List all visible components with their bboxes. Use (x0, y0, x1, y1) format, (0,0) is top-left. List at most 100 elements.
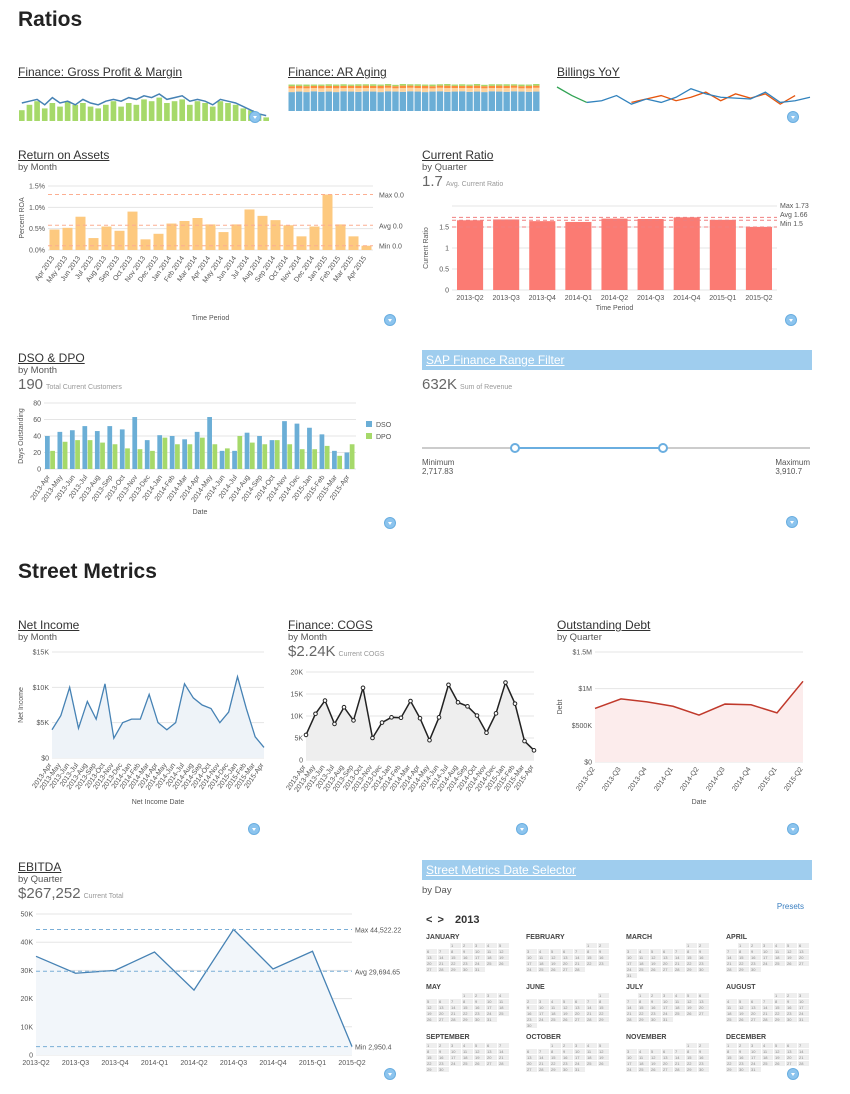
day-cell[interactable]: 6 (486, 1043, 498, 1049)
day-cell[interactable]: 4 (638, 1049, 650, 1055)
day-cell[interactable]: 31 (798, 1017, 810, 1023)
day-cell[interactable]: 3 (798, 993, 810, 999)
day-cell[interactable]: 4 (538, 949, 550, 955)
day-cell[interactable]: 27 (526, 1067, 538, 1073)
day-cell[interactable]: 8 (738, 949, 750, 955)
day-cell[interactable]: 20 (698, 1005, 710, 1011)
day-cell[interactable]: 2 (462, 943, 474, 949)
day-cell[interactable]: 19 (550, 961, 562, 967)
day-cell[interactable]: 29 (686, 1067, 698, 1073)
day-cell[interactable]: 18 (774, 955, 786, 961)
day-cell[interactable]: 5 (474, 1043, 486, 1049)
day-cell[interactable]: 16 (750, 955, 762, 961)
day-cell[interactable]: 1 (586, 943, 598, 949)
day-cell[interactable]: 24 (450, 1061, 462, 1067)
day-cell[interactable]: 6 (662, 1049, 674, 1055)
day-cell[interactable]: 4 (762, 1043, 774, 1049)
day-cell[interactable]: 14 (586, 1005, 598, 1011)
day-cell[interactable]: 9 (462, 949, 474, 955)
day-cell[interactable]: 4 (774, 943, 786, 949)
day-cell[interactable]: 31 (662, 1017, 674, 1023)
day-cell[interactable]: 4 (462, 1043, 474, 1049)
day-cell[interactable]: 2 (526, 999, 538, 1005)
day-cell[interactable]: 4 (726, 999, 738, 1005)
day-cell[interactable]: 14 (498, 1049, 510, 1055)
card-title[interactable]: EBITDA (18, 860, 62, 874)
day-cell[interactable]: 11 (674, 999, 686, 1005)
day-cell[interactable]: 14 (574, 955, 586, 961)
day-cell[interactable]: 26 (786, 961, 798, 967)
day-cell[interactable]: 7 (726, 949, 738, 955)
filter-icon[interactable] (786, 516, 798, 528)
day-cell[interactable]: 17 (762, 955, 774, 961)
day-cell[interactable]: 10 (574, 1049, 586, 1055)
day-cell[interactable]: 19 (474, 1055, 486, 1061)
day-cell[interactable]: 21 (438, 961, 450, 967)
day-cell[interactable]: 2 (438, 1043, 450, 1049)
day-cell[interactable]: 10 (538, 1005, 550, 1011)
day-cell[interactable]: 8 (638, 999, 650, 1005)
day-cell[interactable]: 28 (798, 1061, 810, 1067)
day-cell[interactable]: 15 (550, 1055, 562, 1061)
day-cell[interactable]: 24 (750, 1061, 762, 1067)
day-cell[interactable]: 24 (526, 967, 538, 973)
day-cell[interactable]: 28 (674, 967, 686, 973)
day-cell[interactable]: 23 (438, 1061, 450, 1067)
day-cell[interactable]: 11 (486, 949, 498, 955)
day-cell[interactable]: 10 (762, 949, 774, 955)
day-cell[interactable]: 8 (450, 949, 462, 955)
day-cell[interactable]: 4 (550, 999, 562, 1005)
day-cell[interactable]: 1 (774, 993, 786, 999)
day-cell[interactable]: 22 (774, 1011, 786, 1017)
day-cell[interactable]: 11 (726, 1005, 738, 1011)
day-cell[interactable]: 17 (538, 1011, 550, 1017)
day-cell[interactable]: 8 (550, 1049, 562, 1055)
card-title[interactable]: Finance: AR Aging (288, 65, 387, 79)
day-cell[interactable]: 12 (498, 949, 510, 955)
day-cell[interactable]: 12 (650, 1055, 662, 1061)
day-cell[interactable]: 15 (738, 955, 750, 961)
day-cell[interactable]: 11 (462, 1049, 474, 1055)
day-cell[interactable]: 9 (598, 949, 610, 955)
day-cell[interactable]: 15 (686, 1055, 698, 1061)
day-cell[interactable]: 12 (738, 1005, 750, 1011)
day-cell[interactable]: 17 (626, 961, 638, 967)
day-cell[interactable]: 7 (798, 1043, 810, 1049)
day-cell[interactable]: 27 (750, 1017, 762, 1023)
day-cell[interactable]: 18 (726, 1011, 738, 1017)
day-cell[interactable]: 2 (698, 1043, 710, 1049)
day-cell[interactable]: 7 (438, 949, 450, 955)
day-cell[interactable]: 25 (538, 967, 550, 973)
day-cell[interactable]: 23 (650, 1011, 662, 1017)
day-cell[interactable]: 4 (498, 993, 510, 999)
day-cell[interactable]: 16 (462, 955, 474, 961)
day-cell[interactable]: 20 (574, 1011, 586, 1017)
day-cell[interactable]: 17 (526, 961, 538, 967)
day-cell[interactable]: 11 (638, 1055, 650, 1061)
day-cell[interactable]: 20 (662, 961, 674, 967)
day-cell[interactable]: 19 (650, 1061, 662, 1067)
day-cell[interactable]: 10 (662, 999, 674, 1005)
day-cell[interactable]: 21 (798, 1055, 810, 1061)
day-cell[interactable]: 19 (738, 1011, 750, 1017)
day-cell[interactable]: 21 (674, 1061, 686, 1067)
card-title[interactable]: Finance: COGS (288, 618, 373, 632)
day-cell[interactable]: 26 (650, 967, 662, 973)
day-cell[interactable]: 16 (738, 1055, 750, 1061)
day-cell[interactable]: 3 (762, 943, 774, 949)
day-cell[interactable]: 15 (598, 1005, 610, 1011)
day-cell[interactable]: 19 (598, 1055, 610, 1061)
day-cell[interactable]: 19 (650, 961, 662, 967)
day-cell[interactable]: 24 (762, 961, 774, 967)
day-cell[interactable]: 13 (662, 955, 674, 961)
card-title[interactable]: Net Income (18, 618, 80, 632)
day-cell[interactable]: 7 (450, 999, 462, 1005)
day-cell[interactable]: 1 (726, 1043, 738, 1049)
next-year-button[interactable]: > (437, 914, 444, 926)
day-cell[interactable]: 26 (550, 967, 562, 973)
day-cell[interactable]: 26 (474, 1061, 486, 1067)
day-cell[interactable]: 30 (562, 1067, 574, 1073)
day-cell[interactable]: 9 (786, 999, 798, 1005)
day-cell[interactable]: 14 (626, 1005, 638, 1011)
day-cell[interactable]: 6 (426, 949, 438, 955)
